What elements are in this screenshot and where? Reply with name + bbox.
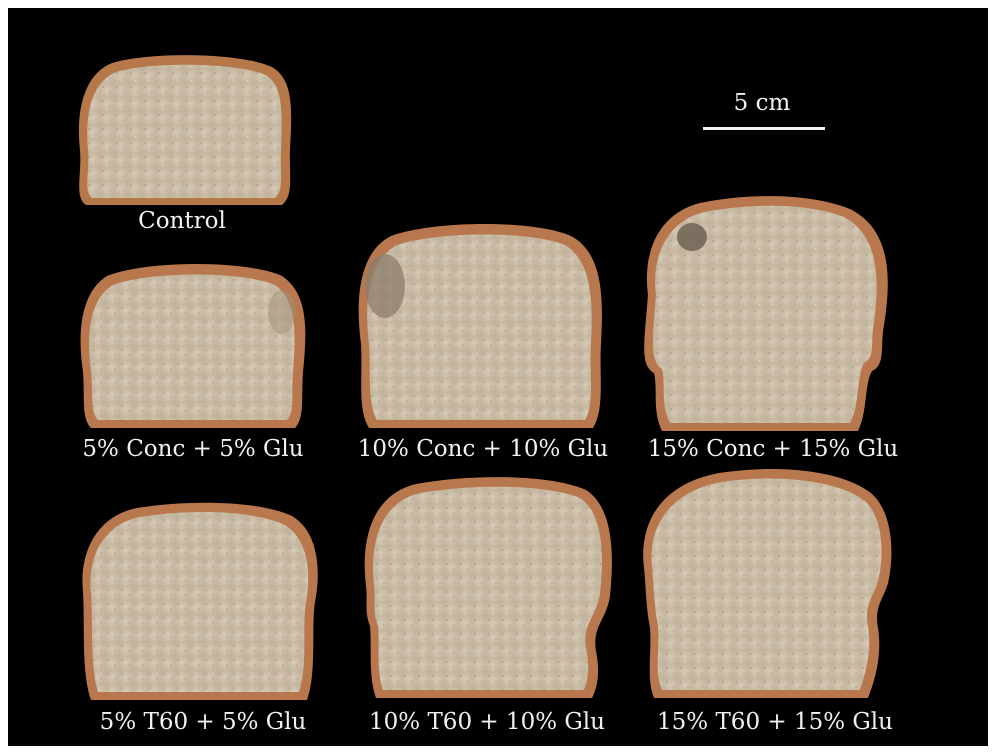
bread-slice-10-t60 (360, 476, 615, 702)
bread-slice-15-conc (640, 195, 892, 435)
bread-slice-10-conc (355, 224, 607, 432)
bread-slice-5-t60 (77, 502, 320, 704)
label-10-t60: 10% T60 + 10% Glu (369, 709, 605, 735)
label-5-t60: 5% T60 + 5% Glu (99, 709, 307, 735)
scale-bar (703, 127, 825, 130)
label-15-t60: 15% T60 + 15% Glu (657, 709, 893, 735)
bread-slice-5-conc (77, 262, 309, 432)
bread-slice-control (72, 55, 296, 210)
label-15-conc: 15% Conc + 15% Glu (647, 436, 899, 462)
scale-label: 5 cm (733, 90, 791, 116)
label-5-conc: 5% Conc + 5% Glu (82, 436, 304, 462)
label-10-conc: 10% Conc + 10% Glu (357, 436, 609, 462)
bread-slice-15-t60 (636, 468, 894, 702)
label-control: Control (138, 208, 226, 234)
